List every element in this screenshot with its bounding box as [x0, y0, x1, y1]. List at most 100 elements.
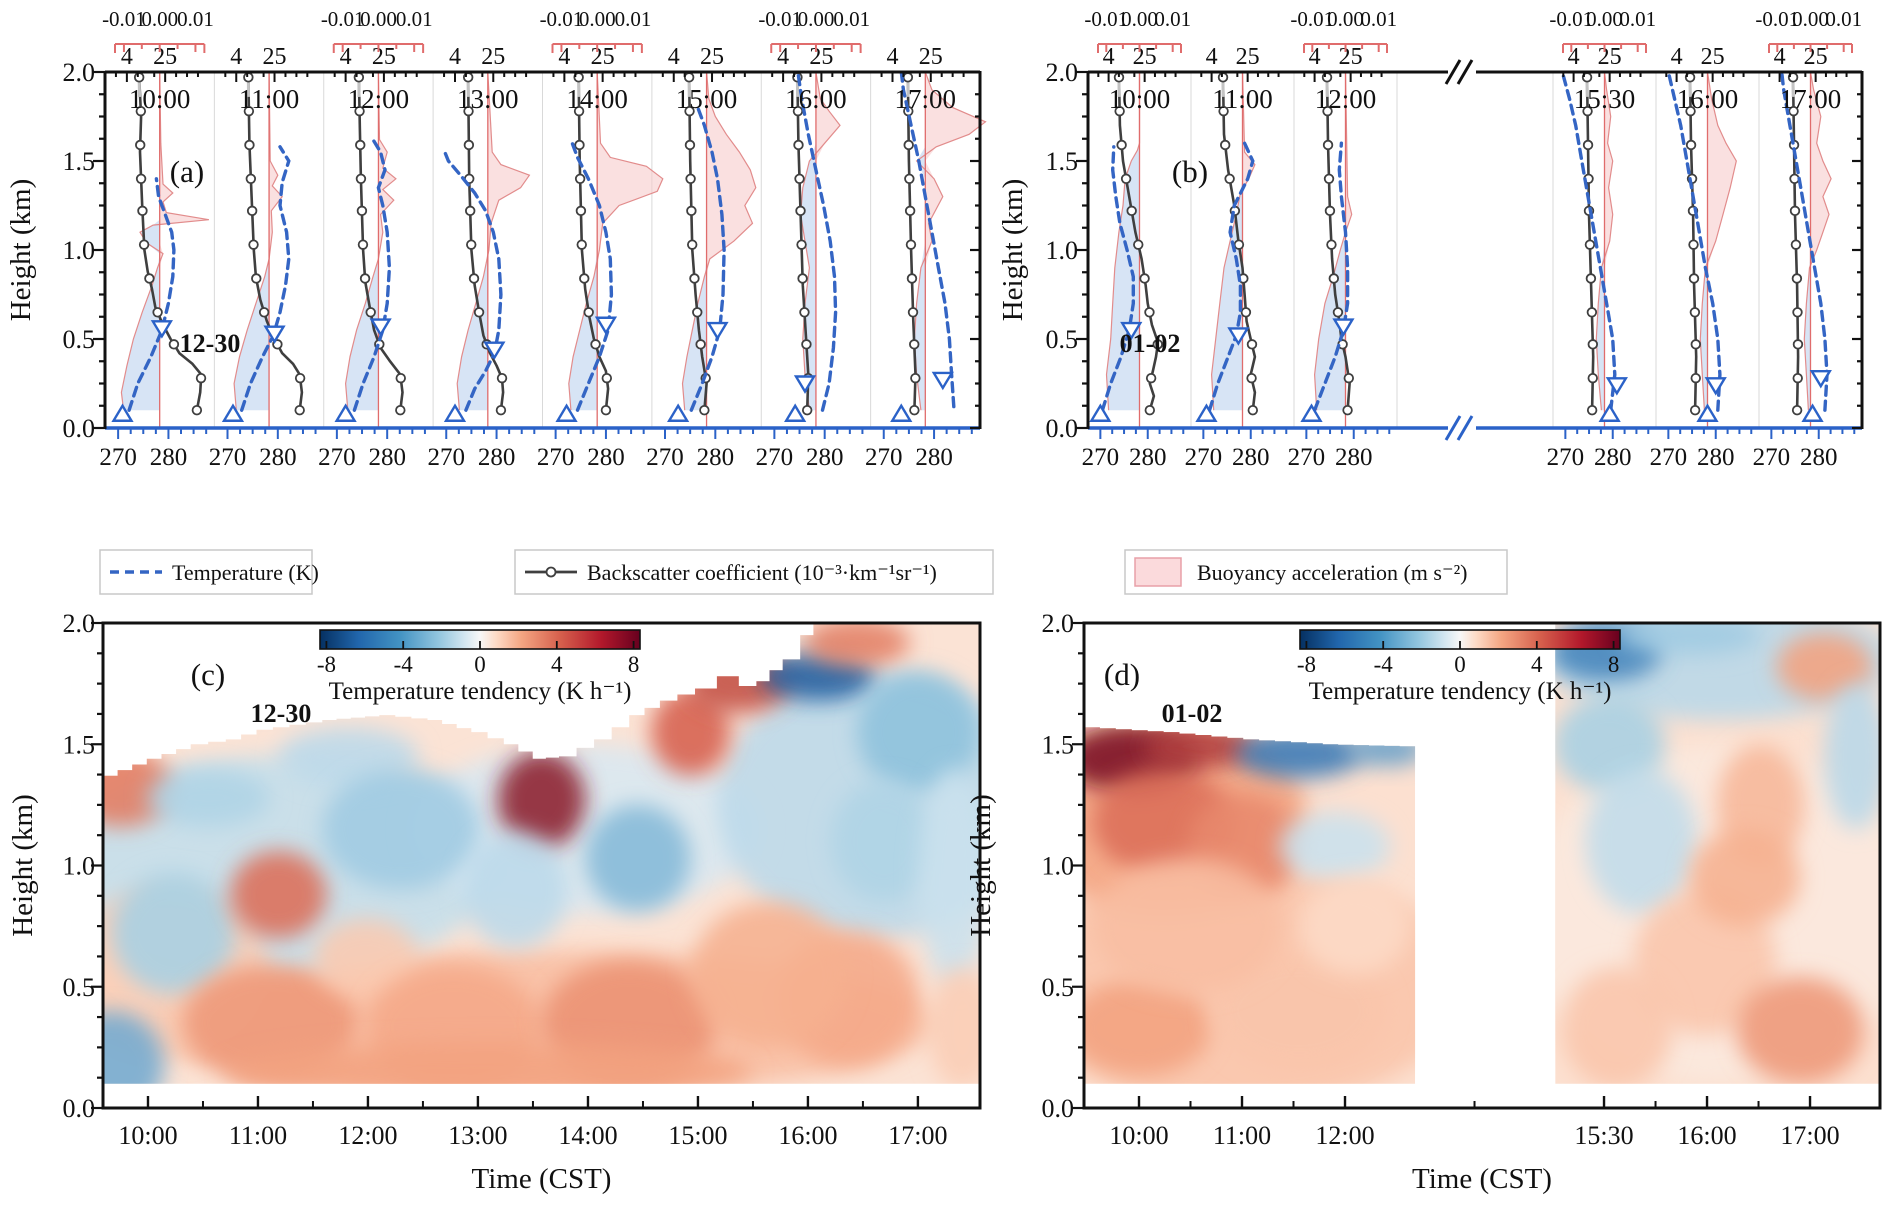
backscatter-marker	[365, 307, 376, 318]
temperature-tick-label: 280	[368, 444, 406, 471]
buoyancy-axis-bracket: -0.010.000.01	[1084, 7, 1191, 53]
backscatter-marker	[495, 405, 507, 416]
backscatter-marker	[356, 205, 368, 217]
backscatter-marker	[1233, 239, 1245, 250]
x-tick-label: 15:00	[668, 1121, 727, 1150]
y-axis-title: Height (km)	[5, 179, 37, 322]
y-tick-label: 1.0	[63, 236, 96, 265]
backscatter-marker-sample	[545, 566, 557, 578]
profile-column-11:00: 11:00 4 25 270 280	[1185, 44, 1288, 471]
backscatter-marker	[1582, 139, 1594, 151]
backscatter-marker	[795, 205, 806, 217]
panel-letter: (c)	[191, 657, 225, 692]
legend-label: Backscatter coefficient (10⁻³·km⁻¹sr⁻¹)	[587, 560, 937, 585]
contour-blob	[651, 688, 731, 776]
temperature-tick-label: 280	[1594, 444, 1632, 471]
backscatter-marker	[359, 273, 371, 284]
backscatter-marker	[1586, 307, 1598, 318]
backscatter-marker	[248, 239, 259, 250]
profile-column-15:30: 15:30 4 25 270 280	[1547, 44, 1650, 471]
backscatter-marker	[463, 139, 475, 151]
buoyancy-axis-label: 0.01	[177, 7, 214, 31]
backscatter-curve	[137, 71, 203, 411]
temperature-tick-label: 280	[1232, 444, 1270, 471]
backscatter-tick-label: 4	[558, 44, 570, 70]
backscatter-marker	[135, 105, 147, 117]
backscatter-marker	[1688, 239, 1699, 250]
backscatter-tick-label: 25	[1701, 44, 1725, 70]
contour-blob	[1346, 732, 1427, 767]
buoyancy-profile	[1595, 71, 1614, 411]
temperature-tick-label: 280	[1800, 444, 1838, 471]
triangle-up-marker	[111, 403, 134, 422]
triangle-up-marker	[443, 403, 467, 422]
contour-blob	[1298, 877, 1411, 975]
backscatter-tick-label: 4	[1671, 44, 1683, 70]
legend-box	[514, 549, 994, 595]
backscatter-marker	[1788, 105, 1799, 117]
backscatter-marker	[1328, 273, 1340, 284]
backscatter-marker	[1224, 173, 1235, 185]
backscatter-marker	[1322, 105, 1333, 117]
backscatter-marker	[135, 139, 146, 151]
backscatter-marker	[468, 273, 480, 284]
triangle-down-marker	[1332, 318, 1355, 337]
contour-blob	[103, 749, 174, 827]
backscatter-tick-label: 4	[1103, 44, 1115, 70]
buoyancy-negative-fill	[121, 72, 160, 411]
profile-column-14:00: 14:00 4 25 270 280	[537, 44, 664, 471]
backscatter-marker	[152, 307, 163, 318]
contour-field	[1084, 623, 1880, 1084]
panel-letter: (d)	[1104, 657, 1140, 692]
backscatter-marker	[355, 173, 367, 185]
backscatter-marker	[243, 72, 254, 83]
buoyancy-axis-label: -0.01	[102, 7, 146, 31]
contour-blob	[1091, 858, 1283, 995]
x-tick-label: 10:00	[1109, 1121, 1168, 1150]
colorbar-tick-label: 8	[1608, 652, 1620, 677]
y-tick-label: 0.0	[1046, 414, 1079, 443]
triangle-down-marker	[1605, 377, 1628, 396]
backscatter-marker	[135, 173, 147, 185]
backscatter-marker	[357, 239, 369, 250]
x-axis-title: Time (CST)	[1412, 1163, 1552, 1195]
backscatter-marker	[904, 173, 915, 185]
backscatter-marker	[354, 105, 365, 117]
contour-blob	[1824, 683, 1880, 830]
buoyancy-axis-label: 0.00	[141, 7, 178, 31]
buoyancy-axis-label: -0.01	[540, 7, 584, 31]
temperature-tick-label: 270	[756, 444, 794, 471]
buoyancy-axis-bracket: -0.010.000.01	[1549, 7, 1656, 53]
backscatter-marker	[906, 273, 918, 284]
buoyancy-negative-fill	[457, 72, 488, 411]
buoyancy-profile	[799, 71, 841, 411]
contour-blob	[103, 1011, 165, 1084]
profile-column-11:00: 11:00 4 25 270 280	[209, 44, 317, 471]
profile-column-17:00: 17:00 4 25 270 280	[1753, 44, 1856, 471]
buoyancy-positive-fill	[1604, 72, 1613, 411]
colorbar-tick-label: -4	[1374, 652, 1394, 677]
legend-item-temperature: Temperature (K)	[99, 549, 319, 595]
time-label: 14:00	[566, 84, 628, 114]
contour-blob	[230, 850, 327, 939]
backscatter-marker	[1342, 405, 1353, 416]
panel-letter: (a)	[170, 154, 204, 189]
backscatter-marker	[1324, 205, 1336, 217]
backscatter-tick-label: 25	[372, 44, 396, 70]
backscatter-tick-label: 4	[887, 44, 899, 70]
y-tick-label: 0.0	[63, 1094, 96, 1123]
contour-blob	[1776, 632, 1873, 701]
x-tick-label: 16:00	[778, 1121, 837, 1150]
backscatter-tick-label: 25	[1598, 44, 1622, 70]
buoyancy-negative-fill	[234, 72, 270, 411]
y-tick-label: 1.0	[1042, 852, 1075, 881]
x-tick-label: 10:00	[118, 1121, 177, 1150]
time-label: 16:00	[1677, 84, 1739, 114]
